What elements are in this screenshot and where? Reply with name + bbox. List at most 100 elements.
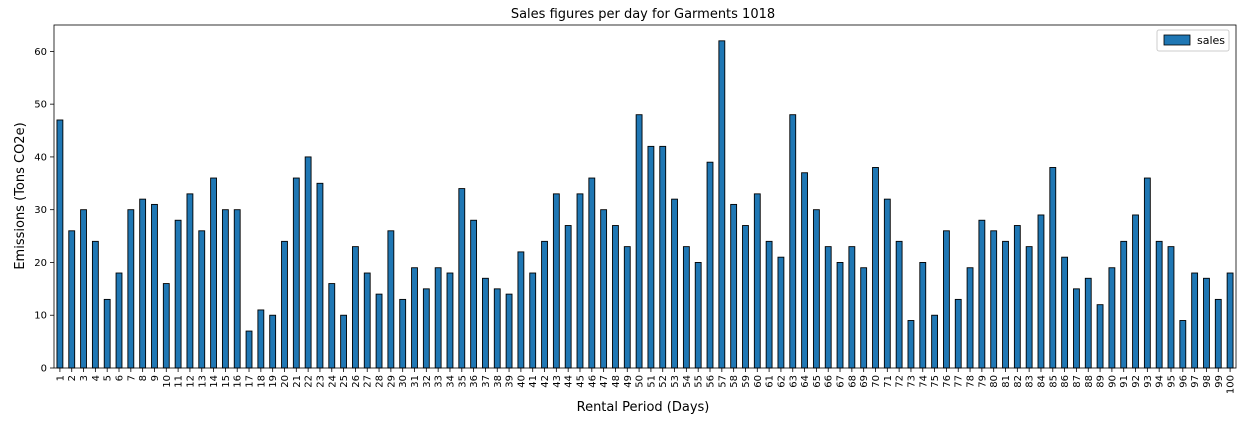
bar-day-95 (1167, 246, 1175, 369)
x-tick-label: 40 (516, 375, 527, 388)
x-tick-label: 87 (1072, 375, 1083, 388)
x-tick-label: 19 (268, 375, 279, 388)
x-tick-label: 1 (55, 375, 66, 381)
bar-day-27 (363, 272, 371, 369)
bar-day-52 (659, 145, 667, 369)
x-tick-label: 42 (540, 375, 551, 388)
bar-day-100 (1226, 272, 1234, 369)
bar-day-12 (186, 193, 194, 369)
x-tick-label: 94 (1155, 375, 1166, 388)
x-tick-label: 90 (1107, 375, 1118, 388)
x-tick-label: 64 (800, 375, 811, 388)
x-tick-label: 74 (918, 375, 929, 388)
y-tick-label: 10 (34, 311, 47, 322)
y-tick-label: 60 (34, 47, 47, 58)
x-tick-label: 27 (363, 375, 374, 388)
bar-day-32 (422, 288, 430, 369)
bar-day-59 (742, 225, 749, 369)
x-tick-label: 9 (150, 375, 161, 381)
bar-day-70 (872, 167, 879, 369)
x-tick-label: 29 (386, 375, 397, 388)
x-tick-label: 77 (954, 375, 965, 388)
bar-day-68 (848, 246, 856, 369)
bar-day-24 (328, 283, 336, 369)
x-axis-label: Rental Period (Days) (577, 400, 710, 415)
x-tick-label: 30 (398, 375, 409, 388)
bar-day-51 (647, 145, 655, 369)
x-tick-label: 98 (1202, 375, 1213, 388)
x-tick-label: 96 (1178, 375, 1189, 388)
bar-day-49 (623, 246, 631, 369)
bar-day-47 (600, 209, 608, 369)
bar-day-4 (91, 240, 99, 369)
x-tick-label: 54 (682, 375, 693, 388)
x-tick-label: 50 (635, 375, 646, 388)
bar-day-64 (801, 172, 808, 369)
bar-day-83 (1025, 246, 1033, 369)
bar-day-23 (316, 182, 324, 369)
bar-day-75 (931, 314, 938, 369)
x-tick-label: 47 (599, 375, 610, 388)
bar-day-65 (812, 209, 820, 369)
bar-day-37 (482, 277, 489, 369)
y-tick-label: 40 (34, 152, 47, 163)
bar-day-44 (564, 225, 572, 369)
bar-day-42 (541, 240, 548, 369)
bar-day-98 (1203, 277, 1210, 369)
bar-day-13 (198, 230, 206, 369)
bar-day-53 (671, 198, 678, 369)
bar-day-30 (399, 298, 407, 369)
bar-day-58 (730, 203, 738, 369)
x-tick-label: 71 (883, 375, 894, 388)
bar-day-82 (1013, 225, 1021, 369)
bar-day-15 (221, 209, 229, 369)
x-tick-label: 52 (658, 375, 669, 388)
bar-day-29 (387, 230, 395, 369)
bar-day-18 (257, 309, 265, 369)
bar-day-22 (304, 156, 312, 369)
x-tick-label: 88 (1084, 375, 1095, 388)
x-tick-label: 31 (410, 375, 421, 388)
bar-day-17 (245, 330, 253, 369)
bar-day-66 (824, 246, 832, 369)
x-tick-label: 11 (174, 375, 185, 388)
x-tick-label: 78 (966, 375, 977, 388)
x-tick-label: 2 (67, 375, 78, 381)
x-tick-label: 93 (1143, 375, 1154, 388)
x-tick-label: 73 (906, 375, 917, 388)
x-tick-label: 46 (587, 375, 598, 388)
y-axis-label: Emissions (Tons CO2e) (13, 122, 28, 269)
bar-day-54 (682, 246, 690, 369)
bar-day-92 (1132, 214, 1139, 369)
bar-day-45 (576, 193, 584, 369)
x-tick-label: 67 (836, 375, 847, 388)
bar-day-93 (1143, 177, 1151, 369)
bar-day-79 (978, 219, 986, 369)
y-tick-label: 50 (34, 100, 47, 111)
bar-day-48 (612, 225, 619, 369)
x-tick-label: 75 (930, 375, 941, 388)
legend-label: sales (1197, 34, 1225, 47)
bar-day-80 (990, 230, 998, 369)
x-tick-label: 62 (776, 375, 787, 388)
x-tick-label: 66 (824, 375, 835, 388)
x-tick-label: 7 (126, 375, 137, 381)
bar-day-91 (1120, 240, 1128, 369)
x-tick-label: 85 (1048, 375, 1059, 388)
bar-day-21 (292, 177, 300, 369)
bar-day-96 (1179, 320, 1187, 369)
x-tick-label: 37 (481, 375, 492, 388)
x-tick-label: 59 (741, 375, 752, 388)
bar-day-10 (162, 283, 170, 369)
bar-day-71 (883, 198, 891, 369)
x-tick-label: 14 (209, 375, 220, 388)
x-tick-label: 51 (646, 375, 657, 388)
bar-day-89 (1096, 304, 1104, 369)
bar-day-97 (1191, 272, 1199, 369)
bar-day-86 (1061, 256, 1069, 369)
bar-day-5 (103, 298, 111, 369)
x-tick-label: 23 (315, 375, 326, 388)
bar-day-62 (777, 256, 785, 369)
bar-day-34 (446, 272, 454, 369)
bar-day-55 (694, 262, 702, 369)
